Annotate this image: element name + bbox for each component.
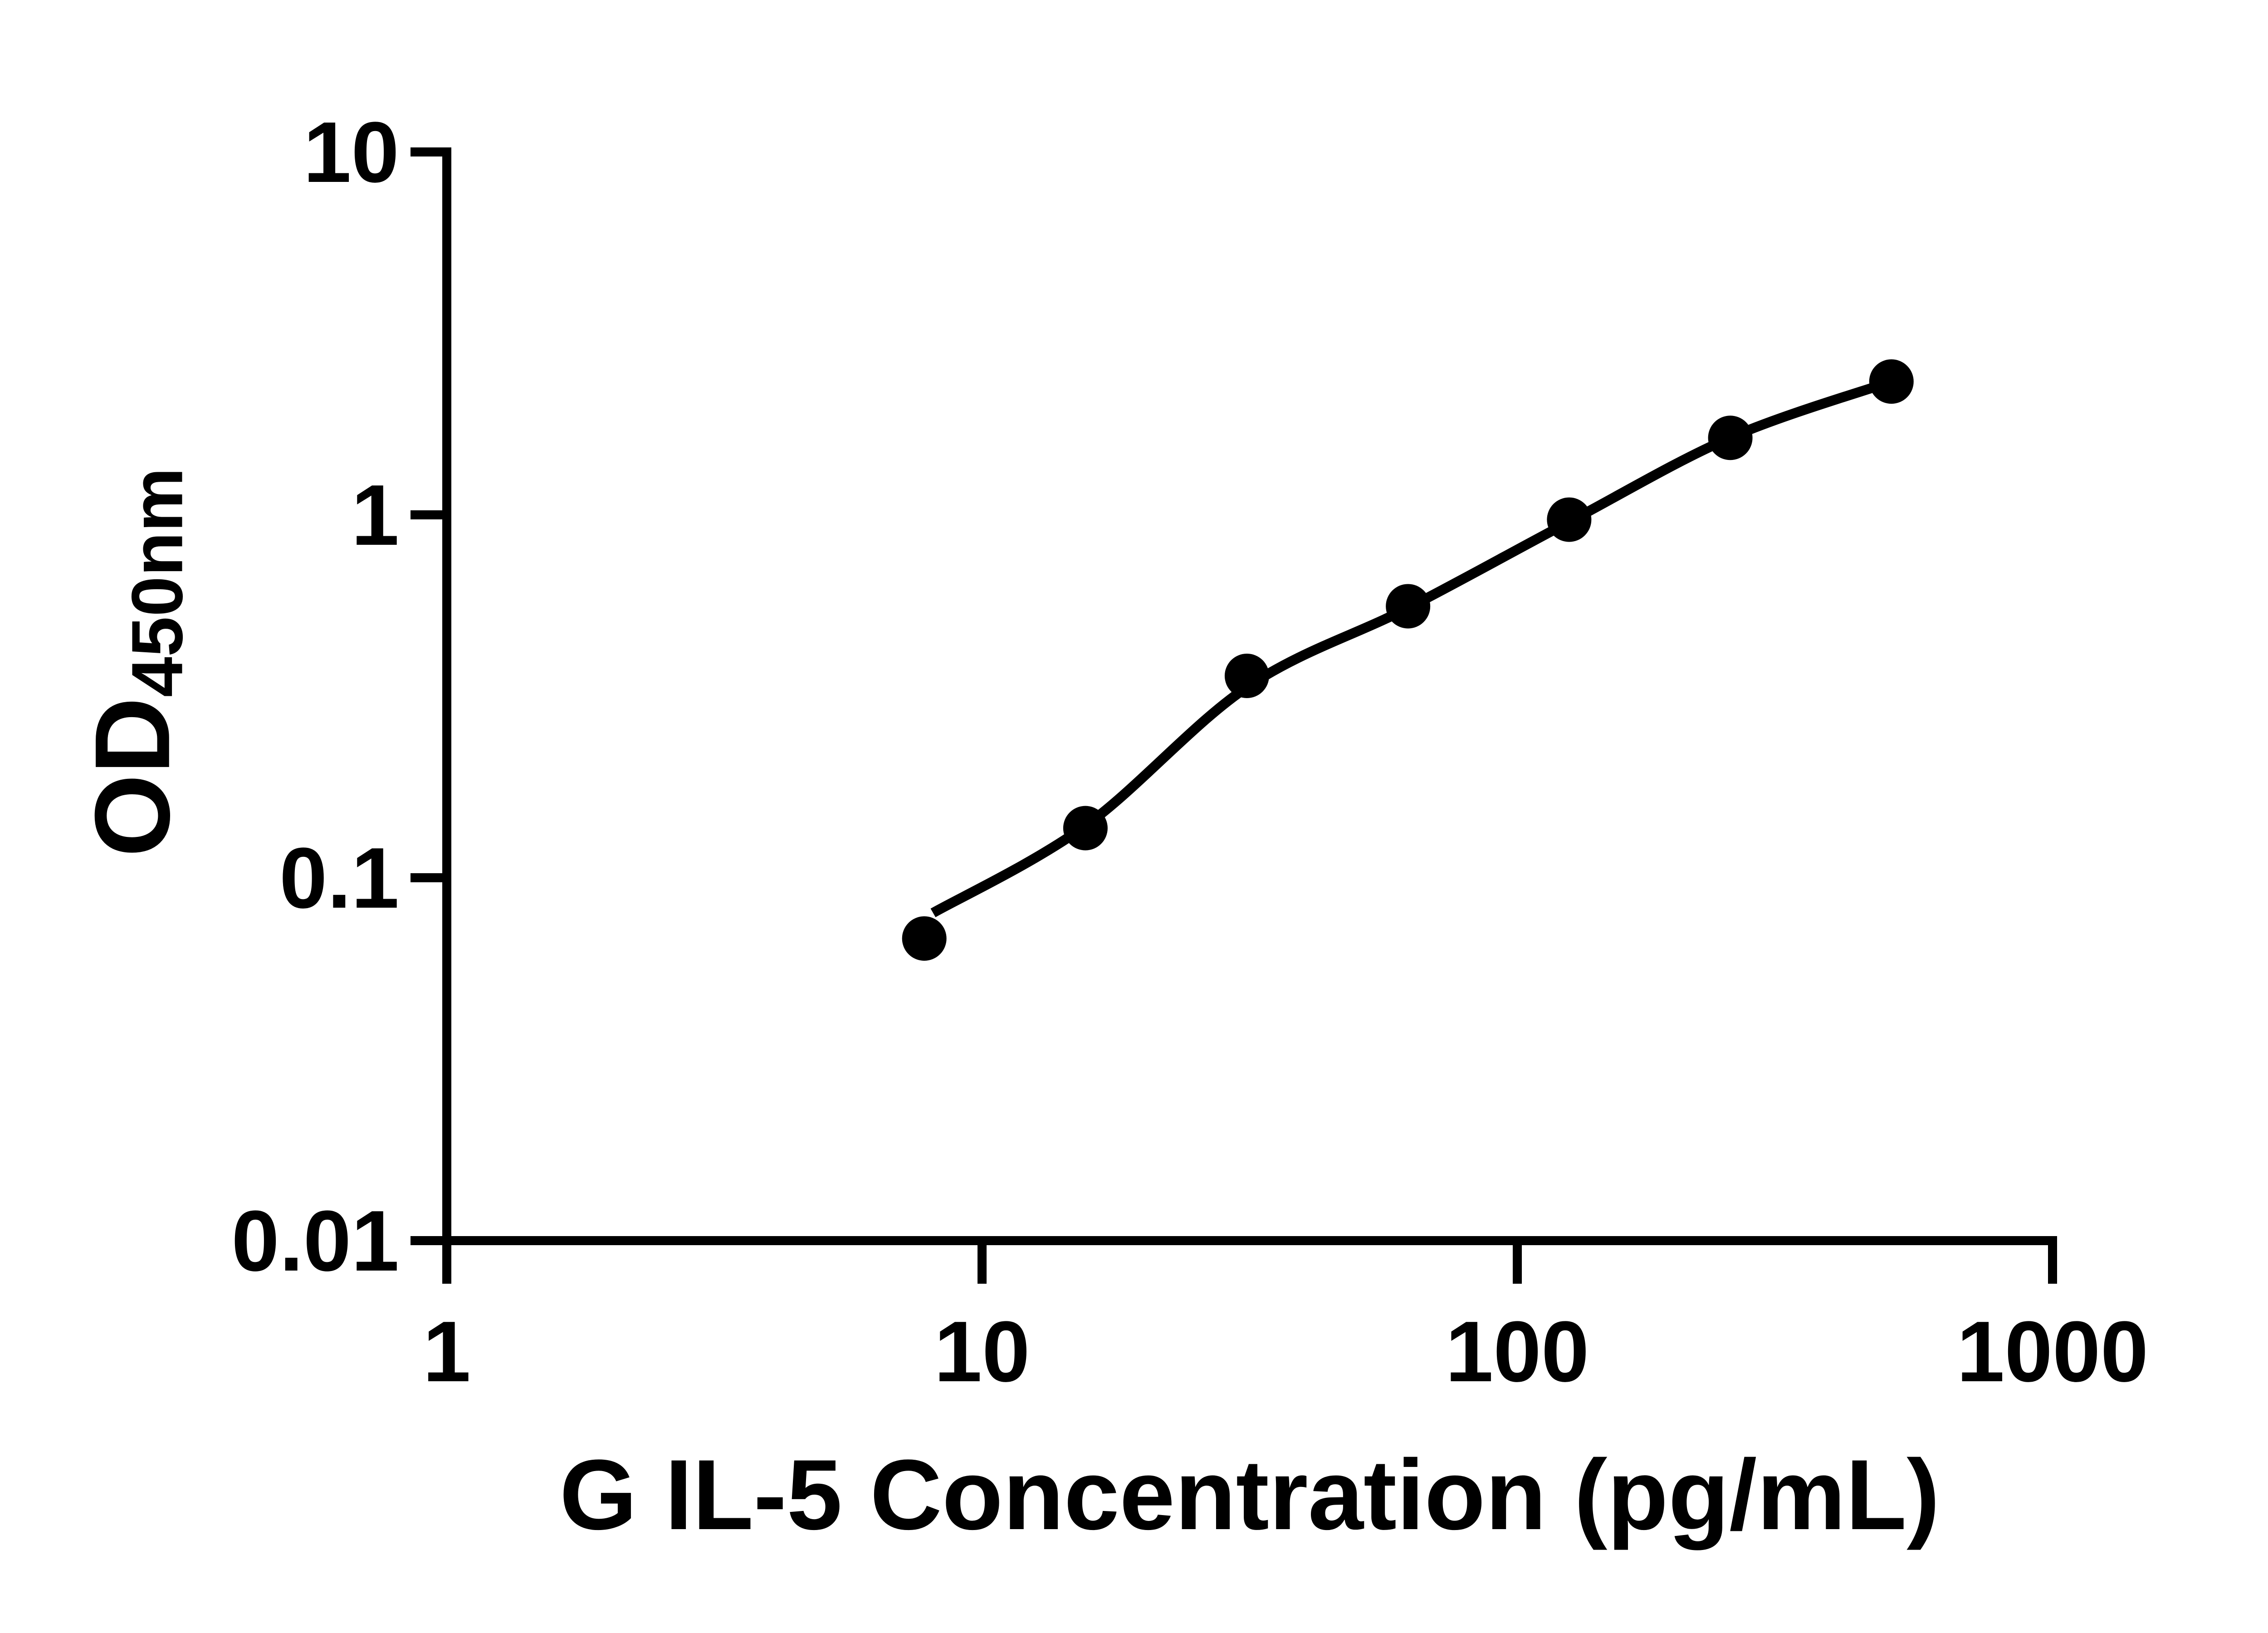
x-tick-label: 100 [1445,1304,1589,1400]
x-tick-label: 1 [423,1304,471,1400]
y-axis-title-base: OD [72,697,192,857]
x-axis-title: G IL-5 Concentration (pg/mL) [559,1439,1940,1550]
data-point [1869,359,1914,404]
axes-layer [442,147,2057,1245]
points-layer [902,359,1914,961]
y-tick-label: 0.01 [231,1193,399,1289]
y-tick-label: 1 [351,467,399,563]
data-point [1386,584,1431,629]
data-point [1063,806,1108,851]
ticks-layer [411,147,2057,1284]
tick-labels-layer: 1 10 100 1000 10 1 0.1 0.01 [231,104,2148,1400]
x-tick-label: 1000 [1957,1304,2149,1400]
y-tick-label: 10 [303,104,399,200]
y-tick-label: 0.1 [279,830,399,926]
data-point [1547,497,1592,542]
y-axis-title-subscript: 450nm [116,467,198,697]
data-point [902,916,947,961]
y-axis-title: OD450nm [73,467,198,857]
data-point [1708,416,1753,460]
data-point [1224,653,1269,698]
x-tick-label: 10 [934,1304,1030,1400]
